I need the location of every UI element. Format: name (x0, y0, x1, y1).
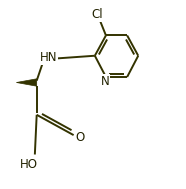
Text: HN: HN (40, 51, 57, 64)
Polygon shape (16, 79, 37, 86)
Text: N: N (101, 74, 109, 88)
Text: HO: HO (20, 158, 38, 171)
Text: Cl: Cl (91, 8, 102, 21)
Text: O: O (76, 131, 85, 144)
